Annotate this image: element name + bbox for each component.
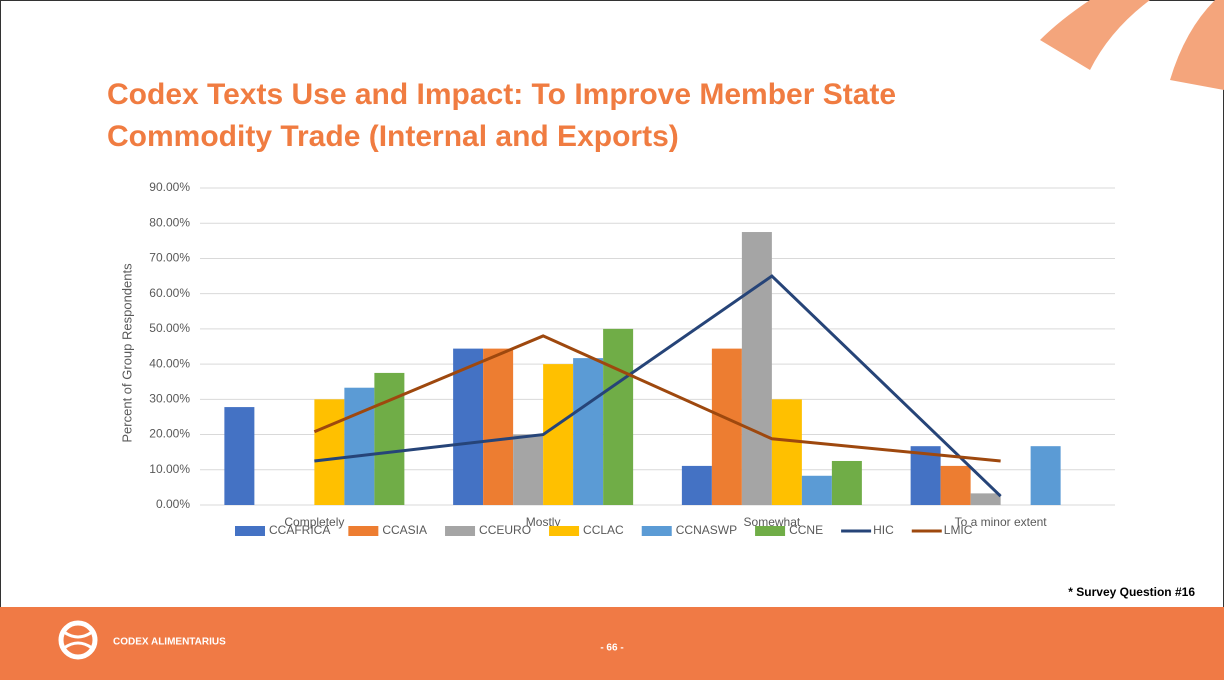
y-tick-label: 30.00% xyxy=(149,392,190,406)
legend-swatch xyxy=(755,526,785,536)
legend-swatch xyxy=(235,526,265,536)
y-tick-label: 90.00% xyxy=(149,180,190,194)
legend-label: CCLAC xyxy=(583,523,624,537)
legend-label: HIC xyxy=(873,523,894,537)
bar xyxy=(772,399,802,505)
y-tick-label: 40.00% xyxy=(149,356,190,370)
y-axis-label: Percent of Group Respondents xyxy=(119,263,134,443)
bar xyxy=(374,373,404,505)
y-tick-label: 50.00% xyxy=(149,321,190,335)
slide: CODEX ALIMENTARIUS - 66 - * Survey Quest… xyxy=(0,0,1224,680)
legend-swatch xyxy=(445,526,475,536)
bar xyxy=(603,329,633,505)
bar xyxy=(802,476,832,505)
legend-label: CCAFRICA xyxy=(269,523,330,537)
bar xyxy=(483,349,513,505)
bar xyxy=(314,399,344,505)
bar xyxy=(971,493,1001,505)
legend-swatch xyxy=(549,526,579,536)
y-tick-label: 80.00% xyxy=(149,215,190,229)
y-tick-label: 60.00% xyxy=(149,286,190,300)
legend-label: CCNE xyxy=(789,523,823,537)
legend-label: CCEURO xyxy=(479,523,531,537)
legend-swatch xyxy=(348,526,378,536)
bar xyxy=(712,349,742,505)
bar xyxy=(1031,446,1061,505)
bar xyxy=(682,466,712,505)
chart-title: Codex Texts Use and Impact: To Improve M… xyxy=(107,74,1037,158)
bar xyxy=(224,407,254,505)
legend-label: CCASIA xyxy=(382,523,427,537)
decor xyxy=(1170,0,1224,90)
bar xyxy=(573,358,603,505)
bar xyxy=(832,461,862,505)
bar xyxy=(543,364,573,505)
note: * Survey Question #16 xyxy=(1068,585,1195,599)
y-tick-label: 10.00% xyxy=(149,462,190,476)
bar xyxy=(941,466,971,505)
bar xyxy=(513,435,543,505)
decor xyxy=(1040,0,1150,70)
bar xyxy=(344,388,374,505)
footer-brand: CODEX ALIMENTARIUS xyxy=(113,637,226,648)
legend-label: LMIC xyxy=(944,523,973,537)
bar xyxy=(742,232,772,505)
y-tick-label: 20.00% xyxy=(149,427,190,441)
y-tick-label: 0.00% xyxy=(156,497,190,511)
y-tick-label: 70.00% xyxy=(149,251,190,265)
legend-label: CCNASWP xyxy=(676,523,737,537)
page-number: - 66 - xyxy=(600,643,623,654)
legend-swatch xyxy=(642,526,672,536)
